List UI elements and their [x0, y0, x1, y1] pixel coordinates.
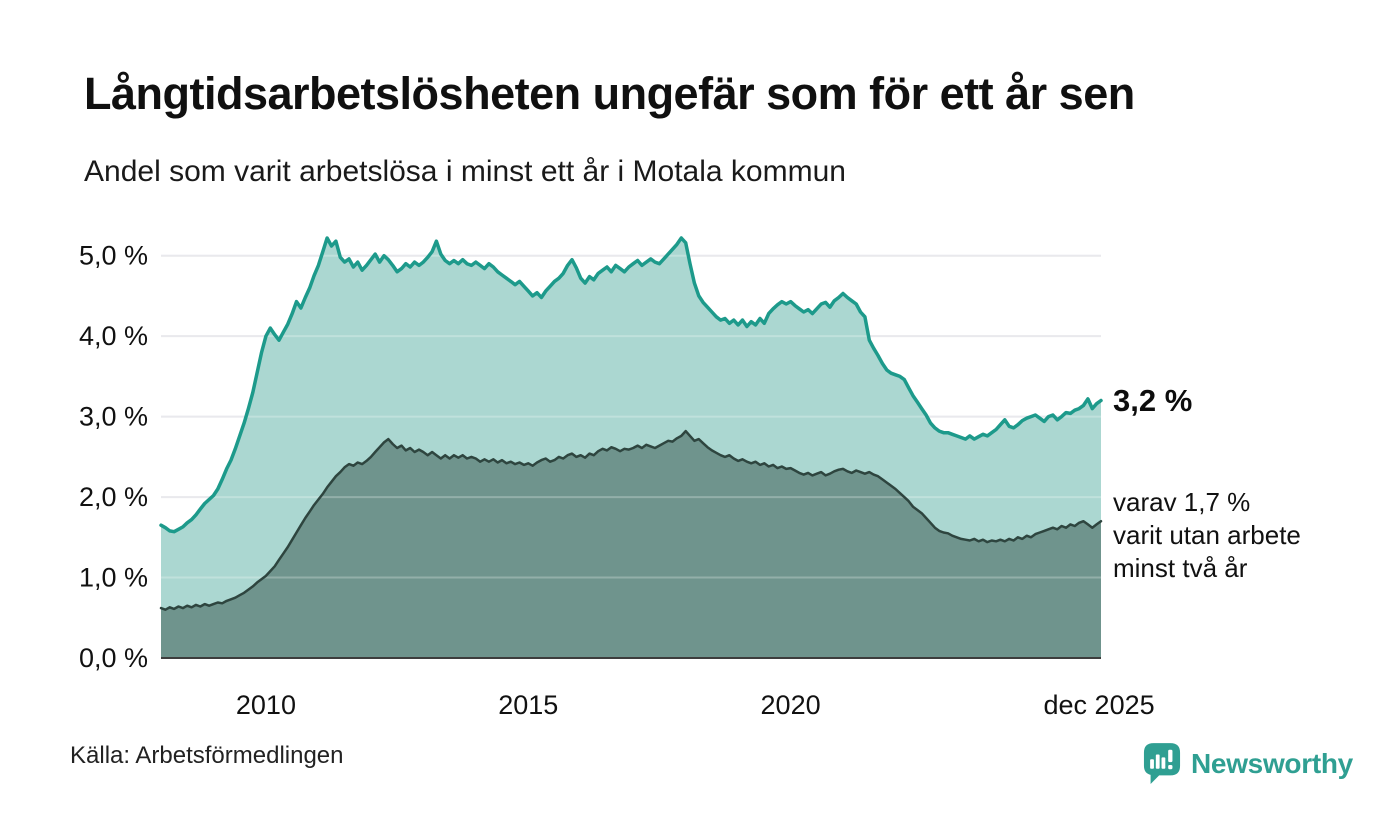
two-year-annotation-line1: varav 1,7 %	[1113, 487, 1251, 517]
source-attribution: Källa: Arbetsförmedlingen	[70, 742, 344, 769]
newsworthy-brand-text: Newsworthy	[1191, 748, 1353, 779]
y-tick-label: 2,0 %	[79, 482, 148, 512]
chart-subtitle: Andel som varit arbetslösa i minst ett å…	[84, 155, 846, 188]
y-tick-label: 4,0 %	[79, 321, 148, 351]
x-tick-label: 2015	[498, 690, 558, 720]
series-line	[159, 236, 1103, 534]
series-area	[161, 431, 1101, 658]
page-title: Långtidsarbetslösheten ungefär som för e…	[84, 68, 1135, 119]
y-tick-label: 3,0 %	[79, 402, 148, 432]
series-line	[159, 429, 1103, 611]
two-year-annotation-line2: varit utan arbete	[1113, 520, 1301, 550]
y-tick-label: 5,0 %	[79, 241, 148, 271]
newsworthy-brand: Newsworthy	[1143, 742, 1353, 786]
latest-value-label: 3,2 %	[1113, 383, 1193, 418]
two-year-annotation: varav 1,7 % varit utan arbete minst två …	[1113, 486, 1301, 585]
x-tick-label: 2010	[236, 690, 296, 720]
y-tick-label: 1,0 %	[79, 563, 148, 593]
x-tick-label: 2020	[761, 690, 821, 720]
newsworthy-logo-icon	[1143, 743, 1181, 784]
y-tick-label: 0,0 %	[79, 643, 148, 673]
x-tick-label: dec 2025	[1044, 690, 1155, 720]
two-year-annotation-line3: minst två år	[1113, 553, 1248, 583]
